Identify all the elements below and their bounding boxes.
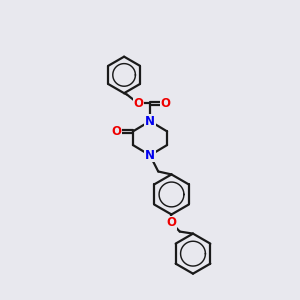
Text: N: N xyxy=(145,115,155,128)
Text: O: O xyxy=(167,216,176,229)
Text: N: N xyxy=(145,149,155,162)
Text: O: O xyxy=(160,97,170,110)
Text: O: O xyxy=(112,125,122,138)
Text: O: O xyxy=(133,97,143,110)
